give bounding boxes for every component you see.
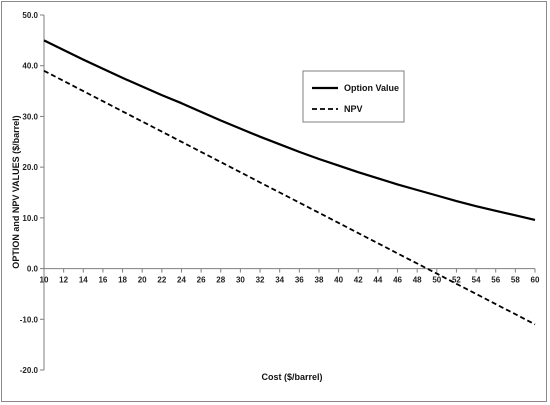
y-tick-label: 20.0 [22, 163, 38, 172]
x-tick-label: 14 [79, 276, 88, 285]
x-tick-label: 54 [472, 276, 481, 285]
x-tick-label: 38 [315, 276, 324, 285]
x-tick-label: 58 [511, 276, 520, 285]
y-axis: 50.0 40.0 30.0 20.0 10.0 0.0 -10.0 -20.0 [20, 11, 45, 375]
x-tick-label: 34 [275, 276, 284, 285]
x-tick-label: 36 [295, 276, 304, 285]
x-tick-label: 52 [452, 276, 461, 285]
x-tick-label: 16 [98, 276, 107, 285]
legend-box [302, 70, 405, 123]
x-tick-label: 42 [354, 276, 363, 285]
y-tick-label: 30.0 [22, 112, 38, 121]
y-axis-title: OPTION and NPV VALUES ($/barrel) [11, 115, 21, 268]
y-tick-label: 40.0 [22, 62, 38, 71]
x-tick-label: 26 [197, 276, 206, 285]
x-tick-label: 50 [432, 276, 441, 285]
x-axis: 10 12 14 16 18 20 22 24 26 28 30 32 34 36 38 40 42 44 46 48… [40, 268, 540, 285]
series-line-option-value [43, 39, 536, 221]
y-tick-label: 10.0 [22, 214, 38, 223]
y-tick-label: 0.0 [27, 265, 39, 274]
x-tick-label: 28 [216, 276, 225, 285]
x-tick-label: 12 [59, 276, 68, 285]
legend-label-option-value: Option Value [344, 83, 399, 93]
x-tick-label: 60 [531, 276, 540, 285]
x-tick-label: 48 [413, 276, 422, 285]
series-group [43, 39, 536, 326]
x-tick-label: 40 [334, 276, 343, 285]
x-tick-label: 56 [491, 276, 500, 285]
series-line-npv [43, 69, 536, 326]
x-tick-label: 22 [157, 276, 166, 285]
x-tick-label: 32 [256, 276, 265, 285]
y-tick-label: -10.0 [20, 315, 39, 324]
x-tick-label: 18 [118, 276, 127, 285]
x-tick-label: 46 [393, 276, 402, 285]
x-tick-label: 30 [236, 276, 245, 285]
x-tick-label: 10 [40, 276, 49, 285]
y-tick-label: 50.0 [22, 11, 38, 20]
y-tick-label: -20.0 [20, 366, 39, 375]
x-tick-label: 24 [177, 276, 186, 285]
legend-label-npv: NPV [344, 104, 363, 114]
x-tick-label: 44 [373, 276, 382, 285]
x-tick-label: 20 [138, 276, 147, 285]
legend: Option Value NPV [302, 70, 405, 123]
x-axis-title: Cost ($/barrel) [261, 372, 322, 382]
